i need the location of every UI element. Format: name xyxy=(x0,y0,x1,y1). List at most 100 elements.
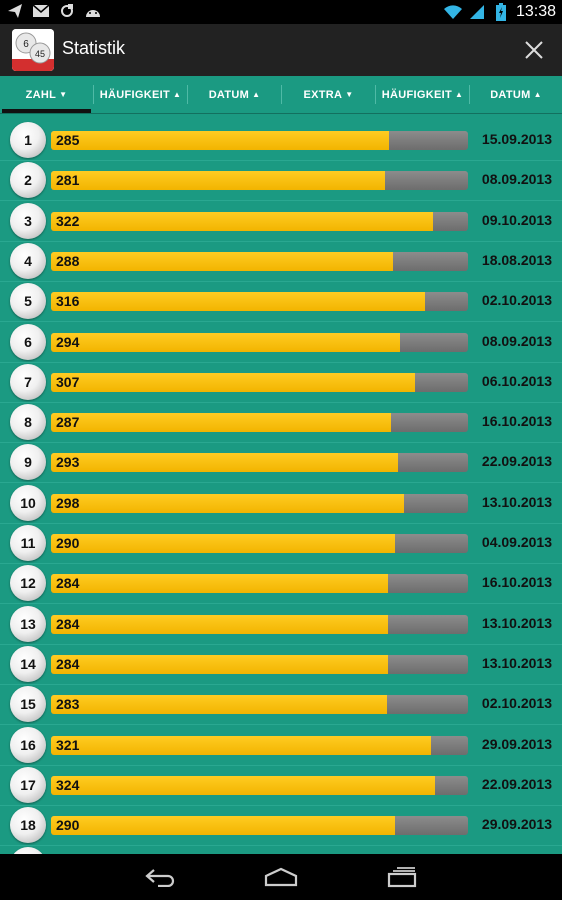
back-button[interactable] xyxy=(141,862,181,892)
home-button[interactable] xyxy=(261,862,301,892)
frequency-count: 316 xyxy=(56,293,80,309)
sort-tab-extra-frequency[interactable]: HÄUFIGKEIT ▲ xyxy=(376,76,469,113)
list-item[interactable]: 2 281 08.09.2013 xyxy=(0,160,562,200)
list-item[interactable]: 13 284 13.10.2013 xyxy=(0,604,562,644)
divider xyxy=(187,85,188,104)
frequency-count: 290 xyxy=(56,535,80,551)
frequency-bar-fill xyxy=(51,333,400,352)
last-drawn-date: 13.10.2013 xyxy=(481,655,552,671)
divider xyxy=(0,281,562,282)
divider xyxy=(0,523,562,524)
lottery-ball: 4 xyxy=(10,243,46,279)
list-item[interactable]: 17 324 22.09.2013 xyxy=(0,765,562,805)
sort-tab-label: EXTRA xyxy=(303,88,343,101)
divider xyxy=(0,644,562,645)
send-icon xyxy=(6,2,24,20)
frequency-count: 324 xyxy=(56,777,80,793)
sort-tab-frequency[interactable]: HÄUFIGKEIT ▲ xyxy=(94,76,187,113)
list-item[interactable]: 9 293 22.09.2013 xyxy=(0,442,562,482)
frequency-count: 293 xyxy=(56,454,80,470)
divider xyxy=(0,442,562,443)
divider xyxy=(469,85,470,104)
list-item[interactable]: 14 284 13.10.2013 xyxy=(0,644,562,684)
frequency-count: 285 xyxy=(56,132,80,148)
lottery-ball: 17 xyxy=(10,767,46,803)
frequency-bar-fill xyxy=(51,695,387,714)
app-logo-icon[interactable]: 6 45 xyxy=(12,29,54,71)
lottery-ball: 3 xyxy=(10,203,46,239)
lottery-ball: 9 xyxy=(10,444,46,480)
list-item[interactable]: 12 284 16.10.2013 xyxy=(0,563,562,603)
frequency-bar-fill xyxy=(51,453,399,472)
list-item[interactable]: 15 283 02.10.2013 xyxy=(0,684,562,724)
frequency-bar: 322 xyxy=(51,212,468,231)
sort-arrow-icon: ▲ xyxy=(455,90,464,99)
list-item[interactable]: 5 316 02.10.2013 xyxy=(0,281,562,321)
last-drawn-date: 04.09.2013 xyxy=(481,534,552,550)
divider xyxy=(0,724,562,725)
last-drawn-date: 22.09.2013 xyxy=(481,776,552,792)
frequency-count: 281 xyxy=(56,172,80,188)
last-drawn-date: 16.10.2013 xyxy=(481,413,552,429)
frequency-bar-fill xyxy=(51,574,388,593)
frequency-bar-fill xyxy=(51,534,395,553)
list-item[interactable]: 11 290 04.09.2013 xyxy=(0,523,562,563)
frequency-bar: 290 xyxy=(51,534,468,553)
lottery-ball: 11 xyxy=(10,525,46,561)
sort-tab-extra-date[interactable]: DATUM ▲ xyxy=(470,76,562,113)
divider xyxy=(0,563,562,564)
divider xyxy=(0,241,562,242)
list-item[interactable]: 4 288 18.08.2013 xyxy=(0,241,562,281)
divider xyxy=(0,160,562,161)
sort-tab-number[interactable]: ZAHL ▼ xyxy=(0,76,93,113)
list-item[interactable]: 6 294 08.09.2013 xyxy=(0,322,562,362)
app-logo-number: 6 xyxy=(23,39,29,50)
navigation-bar xyxy=(0,854,562,900)
last-drawn-date: 18.08.2013 xyxy=(481,252,552,268)
list-item[interactable]: 1 285 15.09.2013 xyxy=(0,120,562,160)
lottery-ball: 8 xyxy=(10,404,46,440)
sort-tab-date[interactable]: DATUM ▲ xyxy=(188,76,281,113)
frequency-bar-fill xyxy=(51,413,392,432)
list-item[interactable]: 8 287 16.10.2013 xyxy=(0,402,562,442)
frequency-bar: 285 xyxy=(51,131,468,150)
divider xyxy=(0,200,562,201)
last-drawn-date: 09.10.2013 xyxy=(481,212,552,228)
list-item[interactable]: 7 307 06.10.2013 xyxy=(0,362,562,402)
divider xyxy=(0,603,562,604)
last-drawn-date: 29.09.2013 xyxy=(481,816,552,832)
sort-arrow-icon: ▲ xyxy=(252,90,261,99)
last-drawn-date: 08.09.2013 xyxy=(481,171,552,187)
clock: 13:38 xyxy=(515,3,556,20)
last-drawn-date: 22.09.2013 xyxy=(481,453,552,469)
frequency-bar: 288 xyxy=(51,252,468,271)
divider xyxy=(0,402,562,403)
frequency-count: 298 xyxy=(56,495,80,511)
sync-icon xyxy=(58,2,76,20)
last-drawn-date: 29.09.2013 xyxy=(481,736,552,752)
wifi-icon xyxy=(443,3,462,21)
close-button[interactable] xyxy=(520,36,548,64)
frequency-bar-fill xyxy=(51,816,395,835)
divider xyxy=(0,362,562,363)
list-item[interactable]: 18 290 29.09.2013 xyxy=(0,805,562,845)
lottery-ball: 13 xyxy=(10,606,46,642)
frequency-count: 321 xyxy=(56,737,80,753)
list-item[interactable]: 16 321 29.09.2013 xyxy=(0,725,562,765)
statistics-list[interactable]: 1 285 15.09.2013 2 281 08.09.2013 3 322 09.10.20… xyxy=(0,120,562,854)
list-item[interactable]: 3 322 09.10.2013 xyxy=(0,201,562,241)
status-bar: 13:38 xyxy=(0,0,562,24)
action-bar: 6 45 Statistik xyxy=(0,24,562,76)
frequency-bar-fill xyxy=(51,252,393,271)
lottery-ball: 6 xyxy=(10,324,46,360)
sort-tab-extra[interactable]: EXTRA ▼ xyxy=(282,76,375,113)
last-drawn-date: 08.09.2013 xyxy=(481,333,552,349)
list-item[interactable]: 10 298 13.10.2013 xyxy=(0,483,562,523)
frequency-bar-fill xyxy=(51,494,405,513)
frequency-bar-fill xyxy=(51,373,415,392)
sort-tab-label: DATUM xyxy=(490,88,531,101)
recents-button[interactable] xyxy=(382,862,422,892)
sort-arrow-icon: ▼ xyxy=(345,90,354,99)
frequency-bar: 316 xyxy=(51,292,468,311)
back-icon xyxy=(145,869,175,887)
